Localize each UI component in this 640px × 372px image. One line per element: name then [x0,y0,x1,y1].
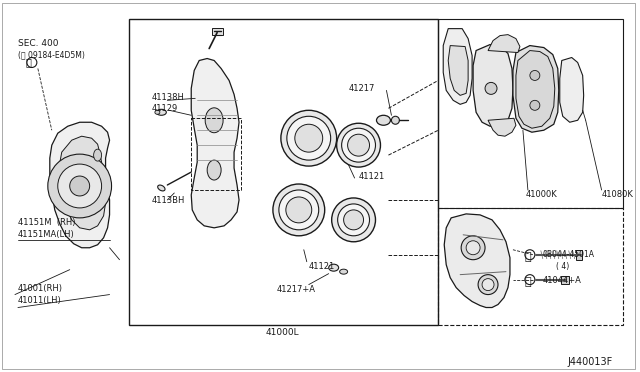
Circle shape [70,176,90,196]
Ellipse shape [376,115,390,125]
Polygon shape [191,58,239,228]
Circle shape [348,134,369,156]
Circle shape [337,123,380,167]
Bar [561,276,569,283]
Circle shape [466,241,480,255]
Circle shape [525,250,535,260]
Text: 41217: 41217 [349,84,375,93]
Circle shape [530,100,540,110]
Text: Ⓑ: Ⓑ [525,252,531,262]
Polygon shape [444,214,510,308]
Bar [576,250,582,260]
Circle shape [58,164,102,208]
Text: 41044+A: 41044+A [543,276,582,285]
Text: 4113BH: 4113BH [152,196,185,205]
Circle shape [48,154,111,218]
Ellipse shape [340,269,348,274]
Text: 41121: 41121 [358,172,385,181]
Text: 41000L: 41000L [266,328,300,337]
Circle shape [344,210,364,230]
Text: 41121: 41121 [308,262,335,271]
Circle shape [342,128,376,162]
Circle shape [332,198,376,242]
Bar [438,208,623,326]
Polygon shape [473,45,513,126]
Polygon shape [560,58,584,122]
Ellipse shape [392,116,399,124]
Circle shape [273,184,324,236]
Polygon shape [516,51,555,128]
Circle shape [338,204,369,236]
Ellipse shape [155,110,160,114]
Circle shape [295,124,323,152]
Polygon shape [444,29,472,104]
Text: 41151M  (RH): 41151M (RH) [18,218,76,227]
Text: Ⓑ: Ⓑ [26,58,32,67]
Polygon shape [50,122,109,248]
Text: ( 4): ( 4) [556,262,569,271]
Ellipse shape [207,160,221,180]
Polygon shape [60,136,106,230]
Bar [191,118,241,190]
Text: 41001(RH): 41001(RH) [18,283,63,293]
Circle shape [461,236,485,260]
Circle shape [478,275,498,295]
Ellipse shape [157,185,165,191]
Bar [129,19,438,326]
Text: 41138H: 41138H [152,93,184,102]
Text: 41151MA(LH): 41151MA(LH) [18,230,75,239]
Circle shape [279,190,319,230]
Bar [212,28,223,35]
Circle shape [482,279,494,291]
Text: J440013F: J440013F [568,357,613,367]
Polygon shape [513,45,559,132]
Bar [438,19,623,208]
Ellipse shape [156,109,166,115]
Text: 0B044-4501A: 0B044-4501A [543,250,595,259]
Ellipse shape [93,149,102,161]
Text: 41080K: 41080K [602,190,634,199]
Circle shape [530,70,540,80]
Text: 41000K: 41000K [526,190,557,199]
Polygon shape [488,35,520,52]
Text: Ⓑ: Ⓑ [525,277,531,287]
Polygon shape [488,118,516,136]
Circle shape [27,58,37,67]
Polygon shape [448,45,468,95]
Circle shape [281,110,337,166]
Text: SEC. 400: SEC. 400 [18,39,58,48]
Text: 41217+A: 41217+A [277,285,316,294]
Text: 41011(LH): 41011(LH) [18,296,61,305]
Text: 41129: 41129 [152,104,178,113]
Circle shape [525,275,535,285]
Ellipse shape [205,108,223,133]
Text: (Ⓑ 09184-E4D5M): (Ⓑ 09184-E4D5M) [18,51,85,60]
Ellipse shape [329,264,339,271]
Circle shape [286,197,312,223]
Circle shape [485,83,497,94]
Circle shape [287,116,331,160]
